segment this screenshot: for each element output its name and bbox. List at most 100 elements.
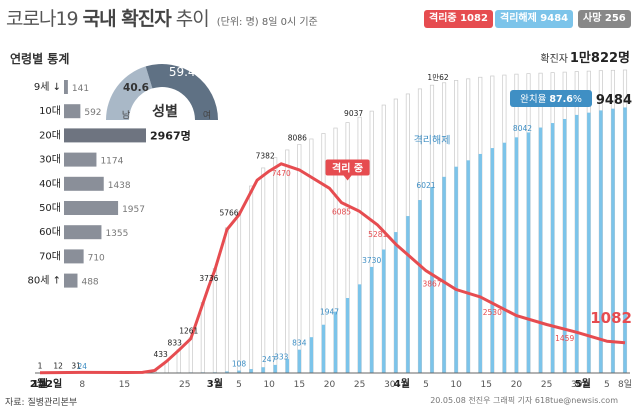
released-bar — [430, 186, 434, 373]
released-end-value: 9484 — [596, 93, 632, 108]
x-tick-label: 3월 — [207, 378, 223, 390]
total-data-label: 5766 — [219, 209, 238, 218]
total-bar — [273, 157, 278, 374]
total-bar — [212, 268, 217, 374]
x-tick-label: 25 — [541, 380, 552, 390]
recovery-rate-label: 완치율 87.6% — [520, 93, 582, 105]
released-bar — [454, 166, 458, 373]
title-prefix: 코로나19 — [6, 8, 79, 30]
released-data-label: 247 — [262, 355, 277, 364]
age-value-label: 141 — [72, 84, 89, 94]
age-value-label: 1438 — [108, 181, 131, 191]
released-bar — [466, 160, 470, 373]
total-data-label: 3736 — [199, 274, 218, 283]
gender-female-label: 여 — [203, 109, 211, 121]
total-data-label: 8086 — [288, 133, 307, 142]
x-tick-label: 20 — [511, 380, 523, 390]
gender-gauge: 40.6 59.4% 남 여 성별 — [106, 64, 218, 121]
released-bar — [321, 324, 326, 373]
released-bar — [526, 132, 531, 373]
released-bar — [611, 108, 615, 374]
released-bar — [237, 370, 241, 373]
x-tick-label: 5 — [236, 380, 242, 390]
isolating-data-label: 7470 — [272, 169, 291, 178]
isolating-data-label: 6085 — [332, 208, 351, 217]
age-group-label: 60대 — [39, 226, 61, 238]
released-data-label: 24 — [77, 362, 87, 371]
isolating-callout-arrow — [343, 175, 352, 181]
age-bar — [64, 152, 97, 167]
released-bar — [273, 364, 277, 373]
total-bar — [224, 227, 230, 374]
age-bar — [64, 80, 68, 94]
x-tick-label: 5 — [604, 380, 610, 390]
released-bar — [490, 148, 495, 373]
age-value-label: 1355 — [105, 229, 128, 239]
total-bar — [261, 167, 266, 374]
released-bar — [514, 137, 519, 373]
released-data-label: 333 — [274, 353, 289, 362]
released-callout-text: 격리해제 — [414, 133, 451, 146]
age-value-label: 710 — [88, 253, 105, 263]
total-data-label: 1261 — [179, 327, 198, 336]
released-bar — [478, 153, 482, 373]
gender-female-pct-unit: % — [196, 69, 204, 78]
total-data-label: 1 — [38, 362, 43, 371]
isolating-callout-text: 격리 중 — [332, 162, 363, 175]
title-bold: 국내 확진자 — [82, 8, 172, 30]
x-tick-label: 5월 — [575, 378, 591, 390]
age-bar — [64, 104, 81, 119]
released-badge: 격리해제 9484 — [495, 10, 574, 28]
released-bar — [382, 249, 386, 373]
age-bar — [64, 249, 84, 264]
age-stats-group: 9세 ↓ 141 10대 592 20대 2967명 30대 1174 40대 1438 50대 19… — [28, 80, 191, 288]
title-subtitle: (단위: 명) 8일 0시 기준 — [216, 17, 318, 28]
title-suffix: 추이 — [175, 8, 210, 30]
chart-title: 코로나19 국내 확진자 추이 (단위: 명) 8일 0시 기준 — [6, 4, 318, 31]
total-bar — [236, 211, 242, 374]
x-tick-label: 2월2일 — [30, 377, 62, 390]
age-group-label: 70대 — [39, 250, 61, 262]
age-group-label: 9세 ↓ — [34, 81, 61, 93]
gender-female-pct: 59.4% — [169, 65, 204, 79]
age-group-label: 40대 — [39, 178, 61, 190]
released-bar — [297, 349, 302, 373]
credit-note: 20.05.08 전진우 그래픽 기자 618tue@newsis.com — [430, 396, 618, 405]
released-data-label: 3730 — [362, 256, 381, 265]
isolating-badge: 격리중 1082 — [424, 10, 493, 28]
x-tick-label: 15 — [481, 380, 492, 390]
released-bar — [599, 110, 603, 373]
recovery-rate-value: 87.6 — [549, 94, 573, 105]
released-data-label: 6021 — [416, 181, 435, 190]
isolating-data-label: 3867 — [422, 279, 441, 288]
released-data-label: 8042 — [513, 124, 532, 133]
age-value-label: 1957 — [122, 205, 145, 215]
released-bar — [623, 107, 627, 373]
total-data-label: 433 — [153, 350, 168, 359]
x-tick-label: 20 — [324, 380, 336, 390]
recovery-rate-box — [510, 90, 592, 107]
age-value-label: 592 — [84, 108, 101, 118]
confirmed-label: 확진자 — [540, 53, 568, 65]
released-bar — [309, 337, 314, 373]
isolating-line — [39, 162, 626, 375]
x-tick-label: 30 — [384, 380, 396, 390]
age-bar — [64, 201, 119, 215]
x-tick-label: 15 — [119, 380, 130, 390]
isolating-data-label: 2530 — [483, 308, 502, 317]
x-tick-label: 15 — [294, 380, 305, 390]
x-tick-label: 1월 — [32, 378, 48, 390]
age-group-label: 50대 — [39, 202, 61, 214]
released-bar — [357, 284, 362, 373]
released-bar — [345, 298, 350, 373]
x-tick-label: 10 — [450, 380, 462, 390]
released-bar — [285, 359, 289, 373]
x-tick-label: 25 — [354, 380, 365, 390]
gender-male-label: 남 — [122, 110, 130, 121]
released-bar — [562, 118, 567, 373]
age-group-label: 20대 — [39, 129, 61, 141]
age-value-label: 2967명 — [150, 128, 191, 142]
